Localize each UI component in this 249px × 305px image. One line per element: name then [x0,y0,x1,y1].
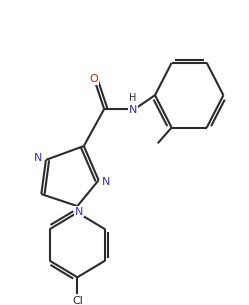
Text: N: N [34,153,43,163]
Text: N: N [75,207,83,217]
Text: N: N [102,177,110,187]
Text: O: O [90,74,98,84]
Text: H: H [129,93,136,103]
Text: Cl: Cl [72,296,83,305]
Text: N: N [129,105,137,115]
